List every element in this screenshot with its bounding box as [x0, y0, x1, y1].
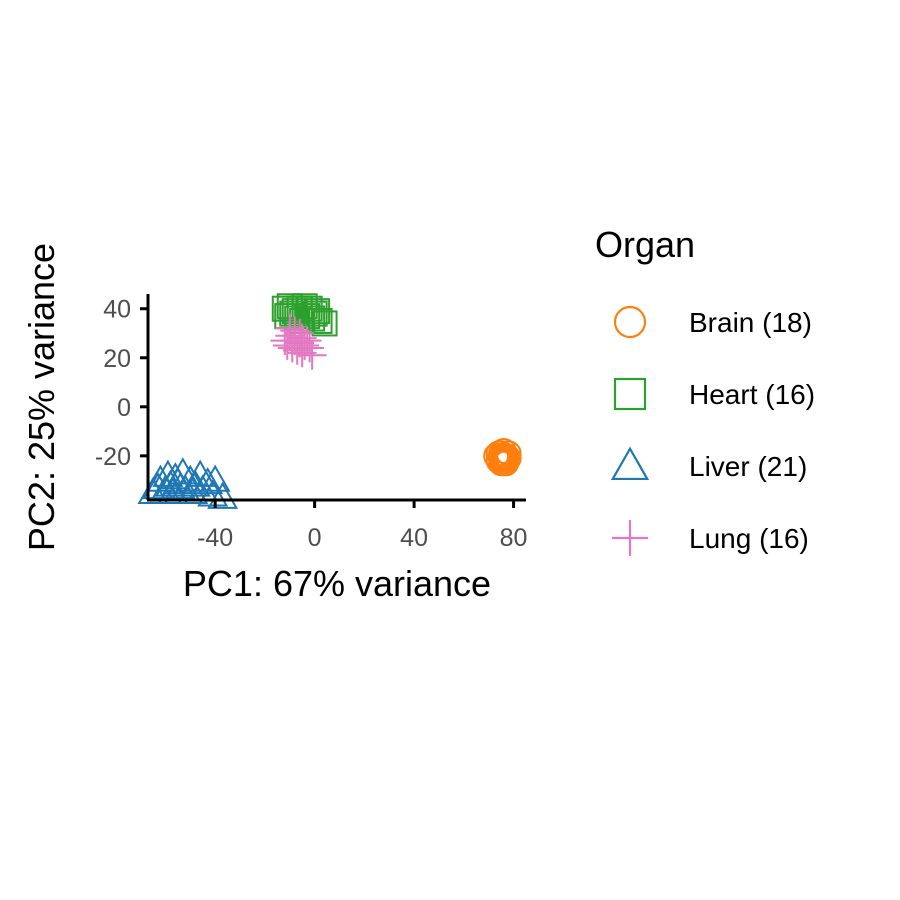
data-point-triangle: [177, 476, 209, 504]
data-point-cross: [285, 318, 315, 348]
x-axis-title: PC1: 67% variance: [183, 563, 491, 604]
y-axis-title: PC2: 25% variance: [21, 243, 62, 551]
data-point-triangle: [207, 481, 239, 509]
y-tick-label: -20: [95, 443, 131, 471]
legend-key-square: [613, 377, 647, 411]
data-point-cross: [292, 326, 322, 355]
data-point-triangle: [197, 479, 229, 507]
y-ticks: -20 0 20 40: [95, 296, 148, 471]
data-point-square: [299, 305, 326, 332]
x-tick-label: -40: [197, 524, 233, 552]
data-point-triangle: [174, 464, 206, 492]
y-tick-label: 0: [117, 394, 131, 422]
data-point-triangle: [192, 467, 224, 495]
data-point-cross: [295, 333, 325, 363]
data-point-square: [304, 298, 331, 325]
data-point-triangle: [199, 464, 231, 492]
data-point-square: [306, 307, 333, 334]
data-point-triangle: [167, 457, 199, 485]
data-point-circle: [490, 447, 517, 474]
x-tick-label: 80: [500, 524, 528, 552]
legend-items: Brain (18) Heart (16) Liver (21) Lung (16): [610, 305, 815, 556]
legend-key-cross: [612, 520, 648, 556]
x-ticks: -40 0 40 80: [197, 500, 527, 552]
legend: Organ Brain (18) Heart (16) Liver (21) Lung…: [595, 224, 815, 556]
points-layer: [137, 293, 522, 509]
legend-label: Liver (21): [689, 451, 807, 482]
legend-title: Organ: [595, 224, 695, 265]
data-point-triangle: [184, 459, 216, 487]
x-tick-label: 40: [400, 524, 428, 552]
y-tick-label: 40: [103, 296, 131, 324]
data-point-circle: [493, 445, 520, 472]
data-point-circle: [483, 442, 510, 469]
legend-key-circle: [613, 305, 647, 339]
x-tick-label: 0: [308, 524, 322, 552]
legend-label: Lung (16): [689, 523, 809, 554]
y-tick-label: 20: [103, 345, 131, 373]
legend-key-triangle: [610, 446, 650, 481]
data-point-cross: [297, 340, 327, 370]
legend-label: Heart (16): [689, 379, 815, 410]
legend-label: Brain (18): [689, 307, 812, 338]
